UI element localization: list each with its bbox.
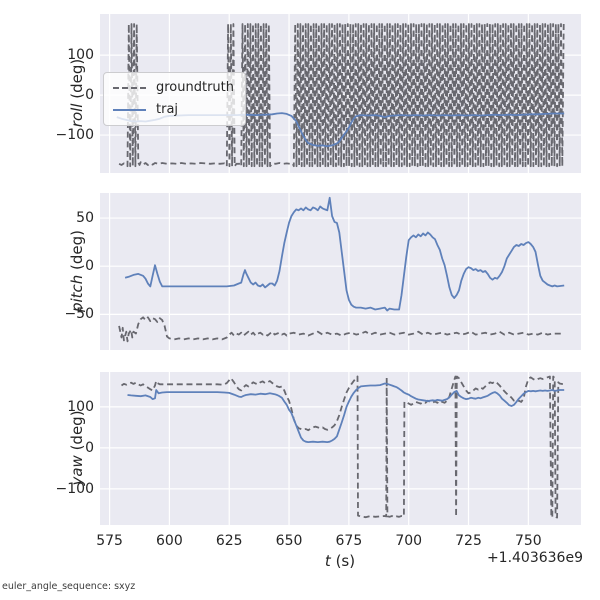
groundtruth-line-swatch: [113, 86, 146, 89]
y-tick-label: 100: [67, 47, 94, 64]
xlabel: t (s): [325, 552, 355, 570]
subplot-background: [100, 193, 581, 350]
series-traj-line: [124, 196, 565, 312]
series-groundtruth-line: [121, 375, 565, 519]
y-tick-label: 0: [85, 258, 94, 275]
x-tick-label: 575: [96, 533, 123, 549]
ylabel-roll-var: roll: [68, 103, 86, 128]
legend-label-groundtruth: groundtruth: [156, 80, 235, 95]
y-tick-label: 0: [85, 439, 94, 456]
series-groundtruth-line: [118, 316, 565, 343]
xlabel-unit: (s): [330, 552, 356, 570]
legend: groundtruth traj: [103, 72, 247, 126]
footer-note: euler_angle_sequence: sxyz: [2, 581, 136, 592]
y-tick-label: −100: [55, 127, 94, 144]
x-tick-label: 600: [156, 533, 183, 549]
y-tick-label: −50: [64, 306, 94, 323]
legend-label-traj: traj: [156, 102, 179, 117]
x-tick-label: 650: [275, 533, 303, 549]
x-tick-label: 625: [215, 533, 243, 549]
y-tick-label: 0: [85, 87, 94, 104]
x-tick-label: 700: [395, 533, 423, 549]
traj-line-swatch: [113, 108, 146, 111]
x-tick-label: 725: [455, 533, 482, 549]
x-tick-label: 750: [514, 533, 542, 549]
x-tick-label: 675: [335, 533, 363, 549]
legend-item-traj: traj: [113, 100, 234, 119]
y-tick-label: −100: [55, 480, 94, 497]
subplot-background: [100, 372, 581, 525]
xlabel-var: t: [324, 552, 331, 570]
y-tick-label: 50: [76, 210, 94, 227]
legend-item-groundtruth: groundtruth: [113, 78, 234, 97]
series-traj-line: [127, 382, 565, 443]
y-tick-label: 100: [67, 398, 94, 415]
x-axis-offset-text: +1.403636e9: [486, 550, 583, 566]
